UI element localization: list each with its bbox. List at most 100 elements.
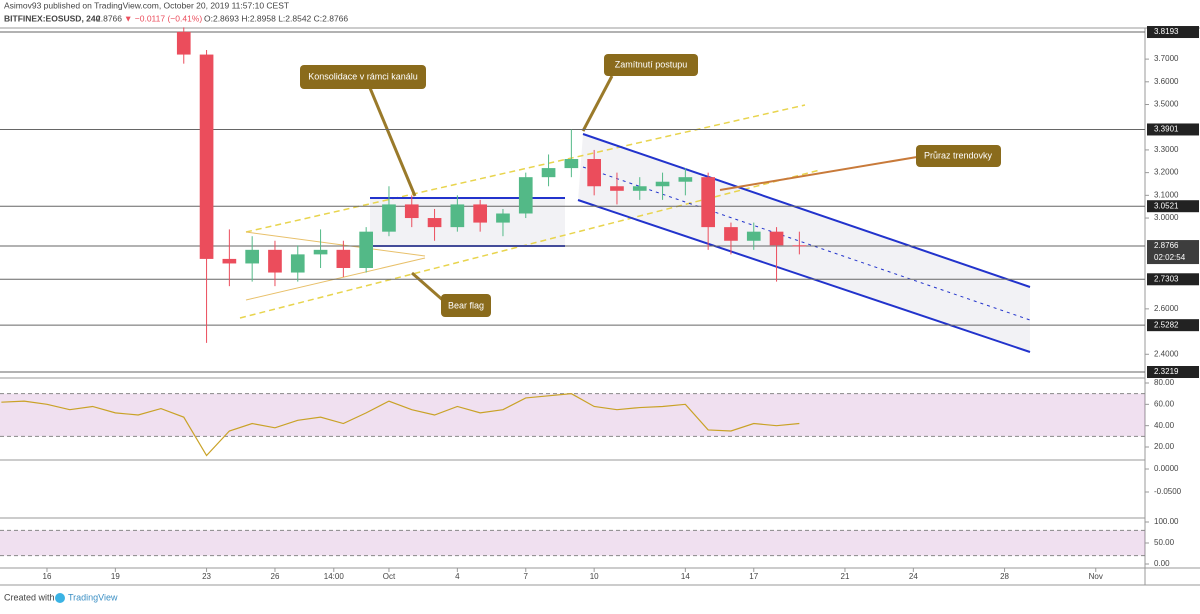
channel-mid [582,166,1031,321]
x-tick-label: 10 [590,572,599,581]
candle-body [176,31,191,55]
y-tick-label: 3.1000 [1154,190,1179,199]
candle-body [268,249,282,273]
footer-text: Created with [4,592,55,602]
candle-body [473,204,488,223]
published-line: Asimov93 published on TradingView.com, O… [4,0,289,10]
x-tick-label: Oct [383,572,396,581]
candle-body [382,204,396,232]
annotation: Konsolidace v rámci kanálu [308,71,418,81]
annotation-box [300,65,426,89]
candle-body [313,249,328,255]
trend-line [245,104,806,233]
candle-body [564,159,579,169]
level-label-bg [1147,123,1199,136]
candle-body [496,213,510,223]
channel-line [582,133,1031,288]
y-tick-label: 40.00 [1154,421,1175,430]
candle-body [632,186,647,191]
x-tick-label: 7 [524,572,529,581]
pointer [719,156,918,191]
annotation: Zamítnutí postupu [615,59,688,69]
annotation: Bear flag [448,300,484,310]
level-label: 3.0521 [1154,201,1179,210]
y-tick-label: 3.7000 [1154,54,1179,63]
candle-body [792,245,807,247]
x-tick-label: 17 [749,572,758,581]
panes [0,27,1200,586]
x-tick-label: 21 [841,572,850,581]
candle-body [769,231,784,246]
candle-body [541,168,556,178]
footer-brand: TradingView [68,592,118,602]
band [0,530,1145,556]
range-fill [370,198,565,246]
candle-body [450,204,465,228]
y-tick-label: 100.00 [1154,517,1179,526]
level-label-bg [1147,240,1199,265]
annotation-box [441,294,491,317]
y-tick-label: 0.0000 [1154,464,1179,473]
candle-body [724,227,738,241]
candle-body [359,231,374,268]
level-label: 2.5282 [1154,320,1179,329]
candle-body [701,177,715,228]
y-tick-label: 60.00 [1154,399,1175,408]
candle-body [678,177,693,182]
level-label-bg [1147,200,1199,213]
last-price: 2.8766 [96,13,122,23]
y-tick-label: 0.00 [1154,559,1170,568]
candle-body [336,249,351,268]
y-tick-label: 3.3000 [1154,145,1179,154]
logo [55,593,65,603]
x-tick-label: 24 [909,572,918,581]
y-tick-label: 3.0000 [1154,213,1179,222]
x-tick-label: Nov [1089,572,1103,581]
x-tick-label: 16 [43,572,52,581]
annotation-box [916,145,1001,167]
x-tick-label: 26 [271,572,280,581]
x-tick-label: 14 [681,572,690,581]
pointer [411,271,446,304]
candle-body [610,186,624,191]
x-tick-label: 14:00 [324,572,345,581]
y-tick-label: 20.00 [1154,442,1175,451]
y-tick-label: 3.2000 [1154,168,1179,177]
annotation-box [604,54,698,76]
level-label: 2.7303 [1154,274,1179,283]
candle-body [518,177,533,214]
y-tick-label: 3.5000 [1154,100,1179,109]
level-label-bg [1147,319,1199,332]
level-label: 2.8766 [1154,241,1179,250]
level-label-bg [1147,273,1199,286]
channel-line [577,199,1031,353]
change: ▼ −0.0117 (−0.41%) [124,13,202,23]
level-label-bg [1147,26,1199,39]
y-tick-label: 50.00 [1154,538,1175,547]
candle-body [290,254,305,273]
candle-body [199,54,214,259]
candle-body [222,258,237,264]
y-tick-label: -0.0500 [1154,487,1182,496]
symbol: BITFINEX:EOSUSD, 240 [4,13,101,23]
band [0,393,1145,437]
level-label: 2.3219 [1154,367,1179,376]
candle-body [655,181,670,187]
annotation: Průraz trendovky [924,150,993,160]
level-label: 3.8193 [1154,27,1179,36]
x-tick-label: 28 [1000,572,1009,581]
y-tick-label: 2.4000 [1154,349,1179,358]
y-tick-label: 3.6000 [1154,77,1179,86]
pointer [368,87,417,197]
ohlc: O:2.8693 H:2.8958 L:2.8542 C:2.8766 [204,13,348,23]
candle-body [587,159,601,187]
pointer [581,75,614,132]
countdown: 02:02:54 [1154,253,1186,262]
indicator-line [1,393,800,457]
candle-body [404,204,419,219]
x-tick-label: 23 [202,572,211,581]
y-tick-label: 2.6000 [1154,304,1179,313]
y-tick-label: 80.00 [1154,378,1175,387]
level-label: 3.3901 [1154,125,1179,134]
